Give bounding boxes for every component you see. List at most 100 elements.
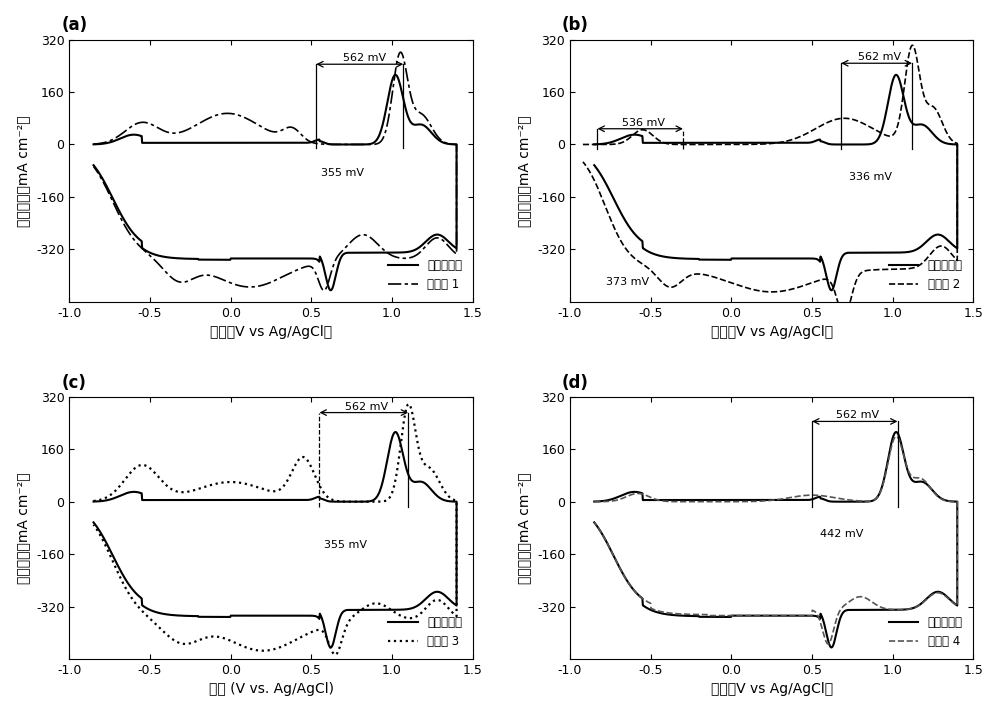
- 空白石墨沈: [312, 614, 324, 622]
- 空白石墨沈: [88, 140, 100, 148]
- 空白石墨沈: [88, 518, 100, 527]
- 实施例 1: [395, 48, 407, 56]
- 实施例 1: [318, 286, 330, 294]
- 实施例 4: [718, 498, 730, 506]
- 空白石墨沈: [325, 286, 337, 294]
- Line: 实施例 2: 实施例 2: [583, 46, 957, 316]
- 实施例 1: [88, 140, 100, 148]
- Text: (b): (b): [562, 16, 589, 34]
- Text: 373 mV: 373 mV: [606, 277, 649, 287]
- 实施例 3: [133, 604, 145, 612]
- Text: (c): (c): [61, 374, 86, 391]
- X-axis label: 电压 (V vs. Ag/AgCl): 电压 (V vs. Ag/AgCl): [209, 682, 334, 697]
- Legend: 空白石墨沈, 实施例 3: 空白石墨沈, 实施例 3: [383, 612, 467, 653]
- Y-axis label: 电流密度（mA cm⁻²）: 电流密度（mA cm⁻²）: [517, 472, 531, 584]
- Line: 空白石墨沈: 空白石墨沈: [94, 432, 457, 647]
- 实施例 2: [577, 158, 589, 166]
- Text: 562 mV: 562 mV: [343, 53, 386, 63]
- 实施例 2: [735, 282, 747, 290]
- 空白石墨沈: [588, 497, 600, 506]
- 实施例 4: [634, 593, 646, 601]
- 实施例 1: [442, 241, 454, 250]
- 实施例 2: [598, 198, 610, 207]
- Text: 355 mV: 355 mV: [321, 168, 364, 178]
- 实施例 4: [588, 518, 600, 527]
- Legend: 空白石墨沈, 实施例 2: 空白石墨沈, 实施例 2: [884, 255, 967, 296]
- Legend: 空白石墨沈, 实施例 1: 空白石墨沈, 实施例 1: [383, 255, 467, 296]
- Line: 实施例 1: 实施例 1: [94, 52, 457, 290]
- 空白石墨沈: [634, 235, 646, 244]
- Line: 空白石墨沈: 空白石墨沈: [594, 432, 957, 647]
- 实施例 1: [416, 110, 428, 118]
- 空白石墨沈: [718, 138, 730, 147]
- 实施例 3: [312, 625, 324, 634]
- Text: 442 mV: 442 mV: [820, 529, 863, 539]
- 实施例 3: [88, 497, 100, 506]
- 空白石墨沈: [917, 478, 929, 486]
- 实施例 3: [329, 650, 341, 659]
- 空白石墨沈: [588, 140, 600, 148]
- 实施例 3: [442, 603, 454, 612]
- 实施例 4: [588, 498, 600, 506]
- 空白石墨沈: [588, 518, 600, 527]
- Text: 562 mV: 562 mV: [858, 52, 901, 62]
- 实施例 4: [890, 432, 902, 441]
- Text: 562 mV: 562 mV: [345, 401, 389, 411]
- 空白石墨沈: [634, 593, 646, 601]
- 实施例 1: [312, 276, 324, 284]
- 空白石墨沈: [416, 120, 428, 129]
- 实施例 2: [906, 41, 918, 50]
- 实施例 2: [615, 138, 627, 147]
- Text: 336 mV: 336 mV: [849, 172, 892, 182]
- 空白石墨沈: [602, 496, 614, 505]
- Text: (d): (d): [562, 374, 589, 391]
- 实施例 3: [101, 493, 113, 501]
- 空白石墨沈: [88, 497, 100, 506]
- 空白石墨沈: [133, 593, 145, 601]
- Text: 562 mV: 562 mV: [836, 411, 880, 421]
- 空白石墨沈: [825, 286, 837, 294]
- Legend: 空白石墨沈, 实施例 4: 空白石墨沈, 实施例 4: [884, 612, 967, 653]
- 实施例 4: [822, 640, 834, 648]
- 空白石墨沈: [133, 235, 145, 244]
- 空白石墨沈: [588, 161, 600, 170]
- 实施例 4: [602, 497, 614, 506]
- 实施例 2: [922, 99, 934, 108]
- X-axis label: 电压（V vs Ag/AgCl）: 电压（V vs Ag/AgCl）: [210, 325, 332, 339]
- 空白石墨沈: [943, 237, 955, 245]
- 空白石墨沈: [217, 138, 229, 147]
- 实施例 1: [101, 138, 113, 146]
- 空白石墨沈: [88, 161, 100, 170]
- 空白石墨沈: [718, 496, 730, 504]
- 空白石墨沈: [389, 428, 401, 436]
- Y-axis label: 电流密度（mA cm⁻²）: 电流密度（mA cm⁻²）: [17, 472, 31, 584]
- 实施例 3: [416, 456, 428, 465]
- 实施例 2: [577, 140, 589, 149]
- 实施例 2: [598, 200, 610, 208]
- 空白石墨沈: [602, 139, 614, 148]
- 实施例 1: [217, 109, 229, 118]
- 空白石墨沈: [943, 594, 955, 602]
- 实施例 3: [88, 520, 100, 529]
- 实施例 4: [917, 476, 929, 484]
- 空白石墨沈: [890, 71, 902, 79]
- 空白石墨沈: [101, 139, 113, 148]
- 实施例 2: [942, 130, 954, 138]
- X-axis label: 电压（V vs Ag/AgCl）: 电压（V vs Ag/AgCl）: [711, 682, 833, 697]
- 空白石墨沈: [442, 594, 454, 602]
- Y-axis label: 电流密度（mA cm⁻²）: 电流密度（mA cm⁻²）: [17, 115, 31, 227]
- Text: (a): (a): [61, 16, 87, 34]
- 实施例 1: [88, 162, 100, 170]
- Line: 空白石墨沈: 空白石墨沈: [94, 75, 457, 290]
- 空白石墨沈: [825, 643, 837, 652]
- X-axis label: 电压（V vs Ag/AgCl）: 电压（V vs Ag/AgCl）: [711, 325, 833, 339]
- 实施例 3: [403, 400, 415, 409]
- Line: 实施例 3: 实施例 3: [94, 404, 457, 655]
- Text: 536 mV: 536 mV: [622, 118, 665, 128]
- 实施例 2: [838, 312, 850, 320]
- 空白石墨沈: [813, 614, 825, 622]
- 空白石墨沈: [813, 257, 825, 265]
- Line: 实施例 4: 实施例 4: [594, 436, 957, 644]
- 空白石墨沈: [325, 643, 337, 652]
- 空白石墨沈: [416, 478, 428, 486]
